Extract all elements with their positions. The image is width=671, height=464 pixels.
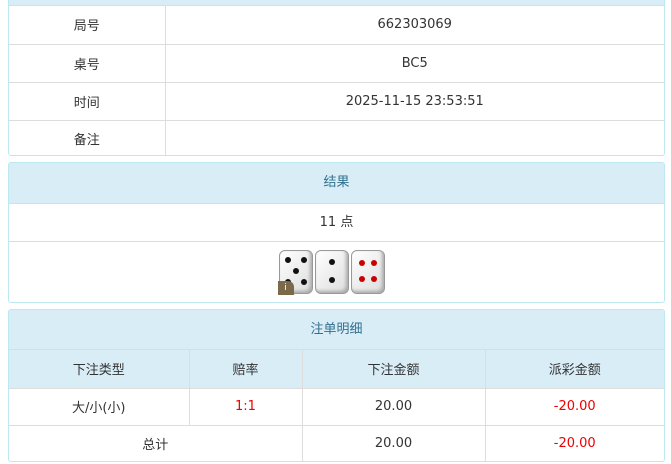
total-label: 总计 <box>9 424 303 461</box>
round-info-panel: 局号 662303069 桌号 BC5 时间 2025-11-15 23:53:51 … <box>8 0 665 156</box>
die-5[interactable]: i <box>277 250 313 295</box>
value: BC5 <box>164 43 664 83</box>
header-bet-type: 下注类型 <box>9 350 190 389</box>
row-remark: 备注 <box>9 119 664 155</box>
row-time: 时间 2025-11-15 23:53:51 <box>9 81 664 121</box>
value: 2025-11-15 23:53:51 <box>164 81 664 121</box>
label: 时间 <box>9 81 166 121</box>
header-bet-amount: 下注金额 <box>301 350 486 389</box>
bet-table-header: 下注类型 赔率 下注金额 派彩金额 <box>9 350 664 389</box>
table-row: 大/小(小) 1:1 20.00 -20.00 <box>9 387 664 426</box>
round-info-table: 局号 662303069 桌号 BC5 时间 2025-11-15 23:53:51 … <box>9 6 664 155</box>
bet-details-title: 注单明细 <box>9 310 664 350</box>
total-payout: -20.00 <box>484 424 664 461</box>
total-amount: 20.00 <box>301 424 486 461</box>
bet-amount: 20.00 <box>301 387 486 426</box>
bet-table: 下注类型 赔率 下注金额 派彩金额 大/小(小) 1:1 20.00 -20.0… <box>9 350 664 461</box>
odds: 1:1 <box>188 387 303 426</box>
value <box>164 119 664 155</box>
header-payout: 派彩金额 <box>484 350 664 389</box>
result-title: 结果 <box>9 163 664 204</box>
row-round-no: 局号 662303069 <box>9 6 664 45</box>
result-panel: 结果 11 点 i <box>8 162 665 303</box>
die-2 <box>314 250 349 294</box>
value: 662303069 <box>164 6 664 45</box>
bet-details-panel: 注单明细 下注类型 赔率 下注金额 派彩金额 大/小(小) 1:1 20.00 … <box>8 309 665 462</box>
total-row: 总计 20.00 -20.00 <box>9 424 664 461</box>
row-table-no: 桌号 BC5 <box>9 43 664 83</box>
label: 备注 <box>9 119 166 155</box>
info-icon[interactable]: i <box>277 281 294 295</box>
bet-type: 大/小(小) <box>9 387 190 426</box>
label: 局号 <box>9 6 166 45</box>
dice-row: i <box>9 242 664 302</box>
header-odds: 赔率 <box>188 350 303 389</box>
result-points: 11 点 <box>9 204 664 242</box>
payout: -20.00 <box>484 387 664 426</box>
die-4 <box>350 250 385 294</box>
label: 桌号 <box>9 43 166 83</box>
